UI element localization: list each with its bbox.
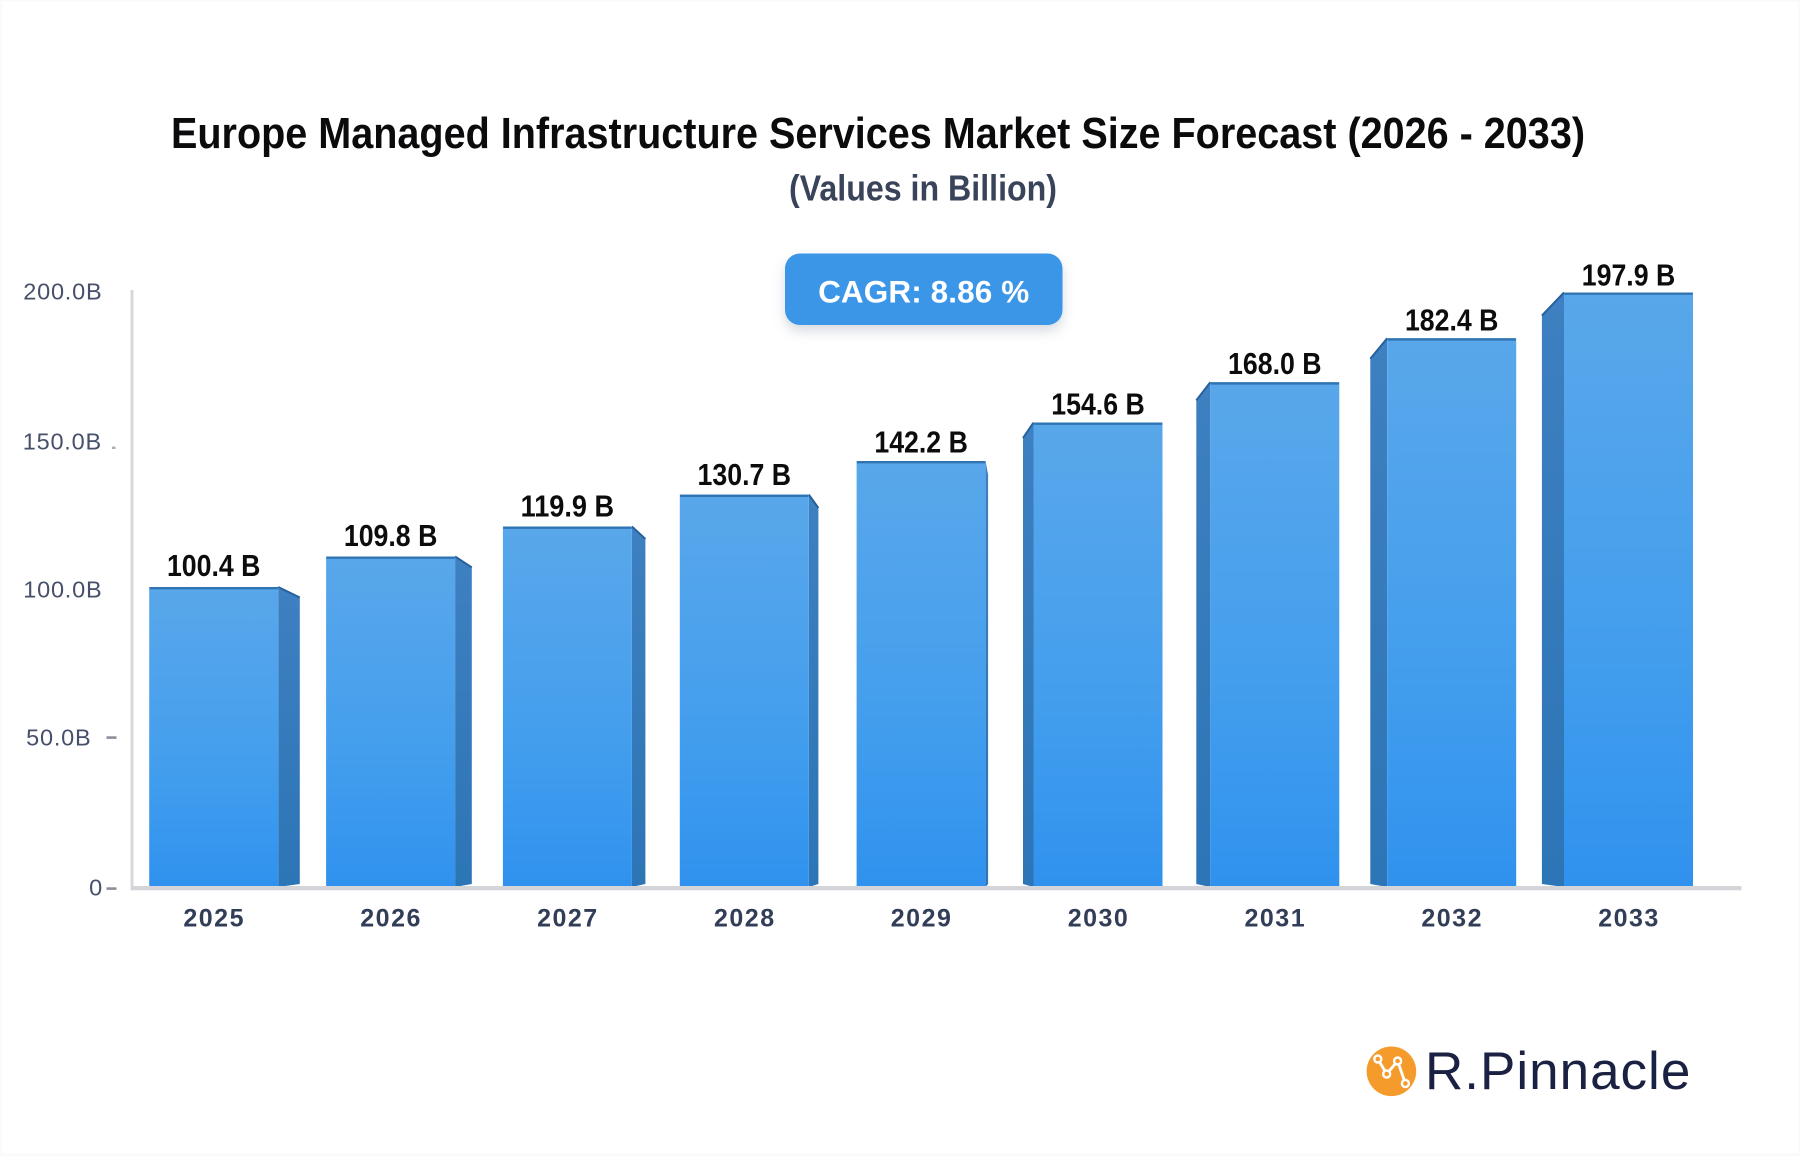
svg-text:0: 0 [89,875,103,901]
svg-text:150.0B: 150.0B [23,429,102,455]
svg-text:109.8 B: 109.8 B [344,518,438,553]
svg-text:Europe Managed Infrastructure: Europe Managed Infrastructure Services M… [171,109,1585,158]
svg-text:100.4 B: 100.4 B [167,548,261,583]
svg-text:154.6 B: 154.6 B [1051,387,1145,422]
svg-text:2031: 2031 [1244,905,1306,933]
svg-text:2028: 2028 [714,905,776,933]
svg-text:2032: 2032 [1421,905,1483,933]
svg-text:CAGR: 8.86 %: CAGR: 8.86 % [818,274,1029,310]
svg-text:2027: 2027 [537,905,599,933]
svg-text:197.9 B: 197.9 B [1582,258,1676,293]
svg-text:50.0B: 50.0B [26,725,91,751]
svg-text:100.0B: 100.0B [23,577,102,603]
svg-text:168.0 B: 168.0 B [1228,346,1322,381]
svg-text:200.0B: 200.0B [23,279,102,305]
svg-text:2026: 2026 [360,905,422,933]
svg-text:2033: 2033 [1598,905,1660,933]
svg-text:130.7 B: 130.7 B [698,457,792,492]
svg-text:2025: 2025 [183,905,245,933]
svg-text:142.2 B: 142.2 B [874,425,968,460]
svg-text:2030: 2030 [1068,905,1130,933]
svg-text:119.9 B: 119.9 B [521,489,615,524]
svg-text:2029: 2029 [891,905,953,933]
svg-text:(Values in Billion): (Values in Billion) [789,167,1057,208]
svg-text:182.4 B: 182.4 B [1405,303,1499,338]
svg-text:R.Pinnacle: R.Pinnacle [1425,1042,1691,1101]
